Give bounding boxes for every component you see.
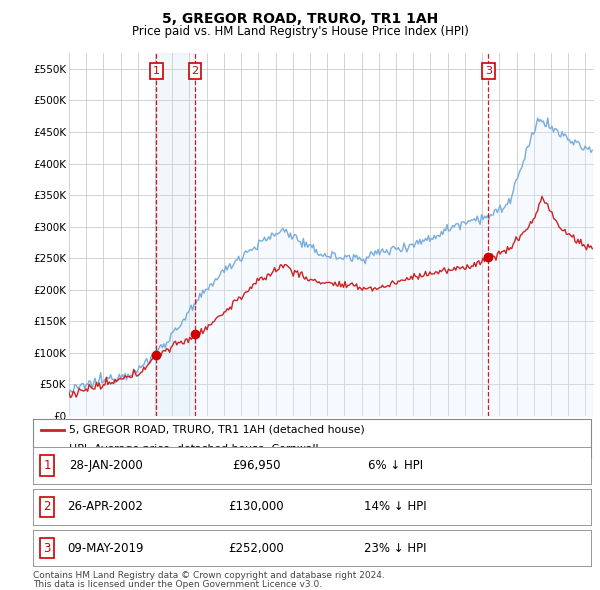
- Text: £96,950: £96,950: [232, 459, 280, 472]
- Text: 1: 1: [153, 66, 160, 76]
- Text: 5, GREGOR ROAD, TRURO, TR1 1AH (detached house): 5, GREGOR ROAD, TRURO, TR1 1AH (detached…: [69, 425, 365, 435]
- Text: HPI: Average price, detached house, Cornwall: HPI: Average price, detached house, Corn…: [69, 444, 319, 454]
- Text: 3: 3: [43, 542, 50, 555]
- Text: 09-MAY-2019: 09-MAY-2019: [67, 542, 144, 555]
- Text: 14% ↓ HPI: 14% ↓ HPI: [364, 500, 427, 513]
- Text: Contains HM Land Registry data © Crown copyright and database right 2024.: Contains HM Land Registry data © Crown c…: [33, 571, 385, 580]
- Bar: [157, 53, 195, 416]
- Text: 28-JAN-2000: 28-JAN-2000: [68, 459, 142, 472]
- Text: 26-APR-2002: 26-APR-2002: [68, 500, 143, 513]
- Text: 3: 3: [485, 66, 492, 76]
- Text: 1: 1: [43, 459, 50, 472]
- Text: 5, GREGOR ROAD, TRURO, TR1 1AH: 5, GREGOR ROAD, TRURO, TR1 1AH: [162, 12, 438, 26]
- Text: 6% ↓ HPI: 6% ↓ HPI: [368, 459, 423, 472]
- Text: 2: 2: [43, 500, 50, 513]
- Text: 23% ↓ HPI: 23% ↓ HPI: [364, 542, 427, 555]
- Text: £252,000: £252,000: [229, 542, 284, 555]
- Text: £130,000: £130,000: [229, 500, 284, 513]
- Text: Price paid vs. HM Land Registry's House Price Index (HPI): Price paid vs. HM Land Registry's House …: [131, 25, 469, 38]
- Text: 2: 2: [191, 66, 199, 76]
- Text: This data is licensed under the Open Government Licence v3.0.: This data is licensed under the Open Gov…: [33, 579, 322, 589]
